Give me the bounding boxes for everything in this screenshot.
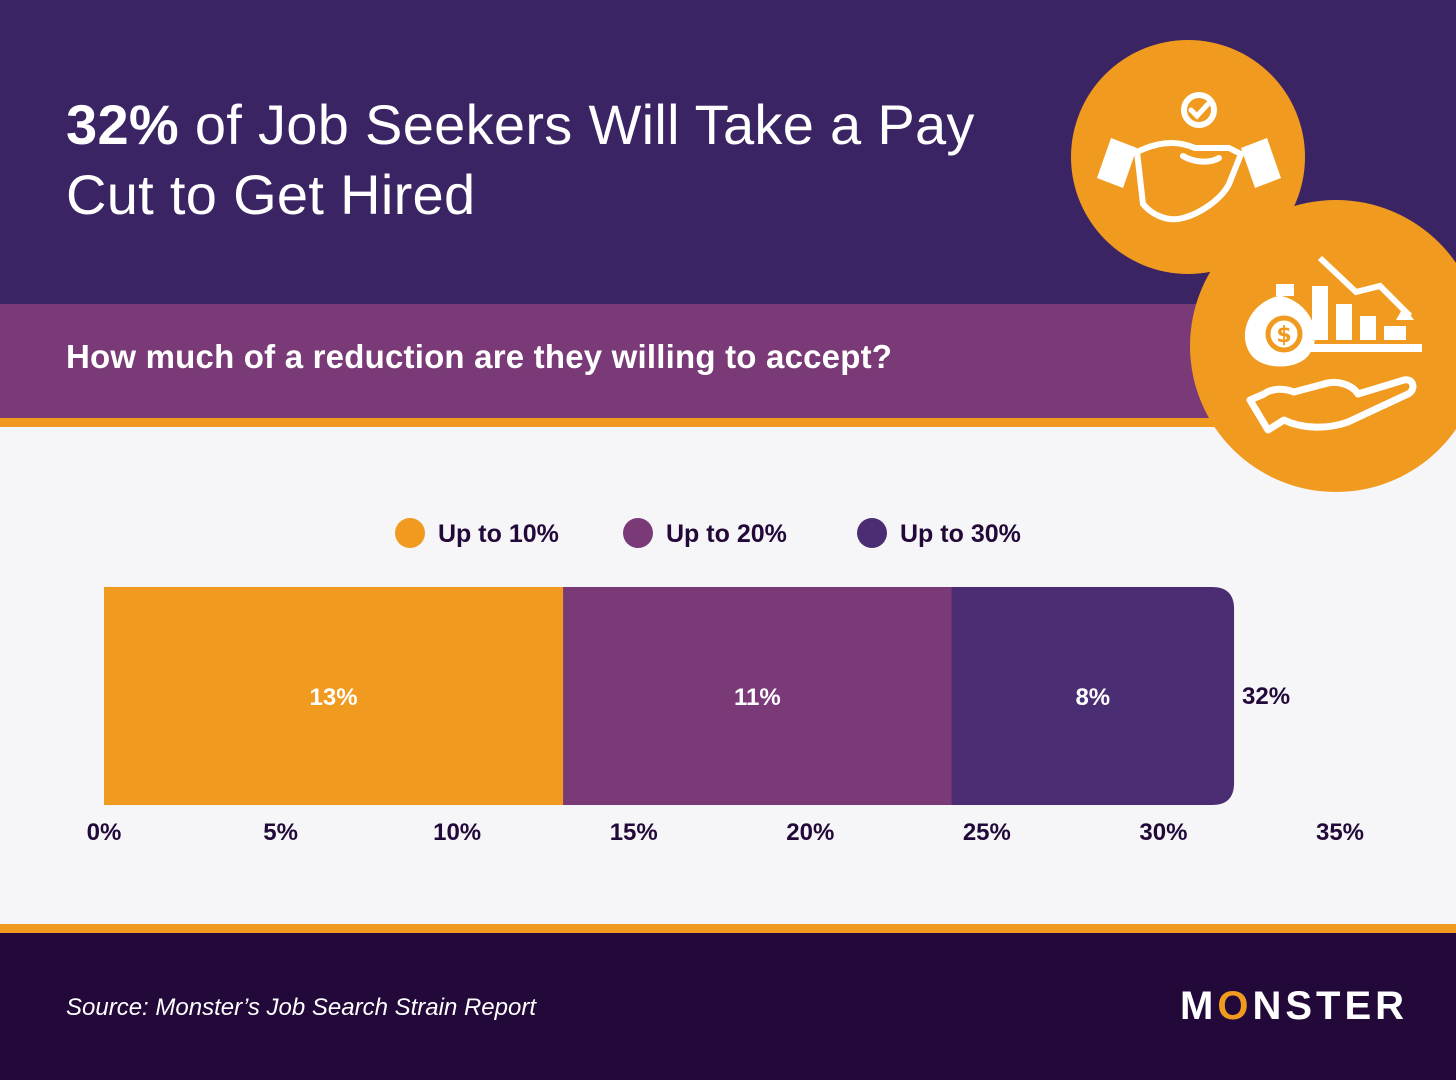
logo-m: M: [1180, 984, 1218, 1028]
logo-o: O: [1217, 984, 1253, 1028]
x-tick-label: 25%: [963, 819, 1011, 846]
legend-swatch: [857, 518, 887, 548]
footer-panel: [0, 933, 1456, 1080]
subtitle: How much of a reduction are they willing…: [66, 338, 893, 375]
money-bag-hand-declining-chart-icon: $: [1190, 200, 1456, 492]
x-tick-label: 5%: [263, 819, 298, 846]
title-text: of Job Seekers Will Take a Pay Cut to Ge…: [66, 93, 975, 226]
x-tick-label: 30%: [1139, 819, 1187, 846]
x-tick-label: 10%: [433, 819, 481, 846]
x-tick-label: 20%: [786, 819, 834, 846]
source-note: Source: Monster’s Job Search Strain Repo…: [66, 994, 537, 1021]
x-tick-label: 15%: [610, 819, 658, 846]
total-label: 32%: [1242, 683, 1290, 710]
monster-logo: MONSTER: [1180, 984, 1408, 1029]
legend-label: Up to 20%: [666, 520, 787, 548]
data-label: 11%: [734, 684, 781, 711]
stacked-bar-chart: Up to 10% Up to 20% Up to 30% 13% 11% 8% 32% 0%…: [87, 518, 1364, 846]
x-tick-label: 35%: [1316, 819, 1364, 846]
footer-divider: [0, 924, 1456, 933]
data-label: 8%: [1075, 684, 1110, 711]
bar-segment: [104, 587, 564, 805]
legend-label: Up to 10%: [438, 520, 559, 548]
x-tick-label: 0%: [87, 819, 122, 846]
title-highlight: 32%: [66, 93, 179, 156]
data-label: 13%: [310, 684, 358, 711]
legend-swatch: [395, 518, 425, 548]
bar-segment: [951, 587, 1235, 805]
logo-rest: NSTER: [1252, 984, 1409, 1028]
svg-text:$: $: [1276, 323, 1291, 348]
bar-segment: [563, 587, 953, 805]
legend-swatch: [623, 518, 653, 548]
page-title: 32% of Job Seekers Will Take a Pay Cut t…: [66, 90, 1026, 230]
orange-divider: [0, 418, 1456, 427]
legend-label: Up to 30%: [900, 520, 1021, 548]
